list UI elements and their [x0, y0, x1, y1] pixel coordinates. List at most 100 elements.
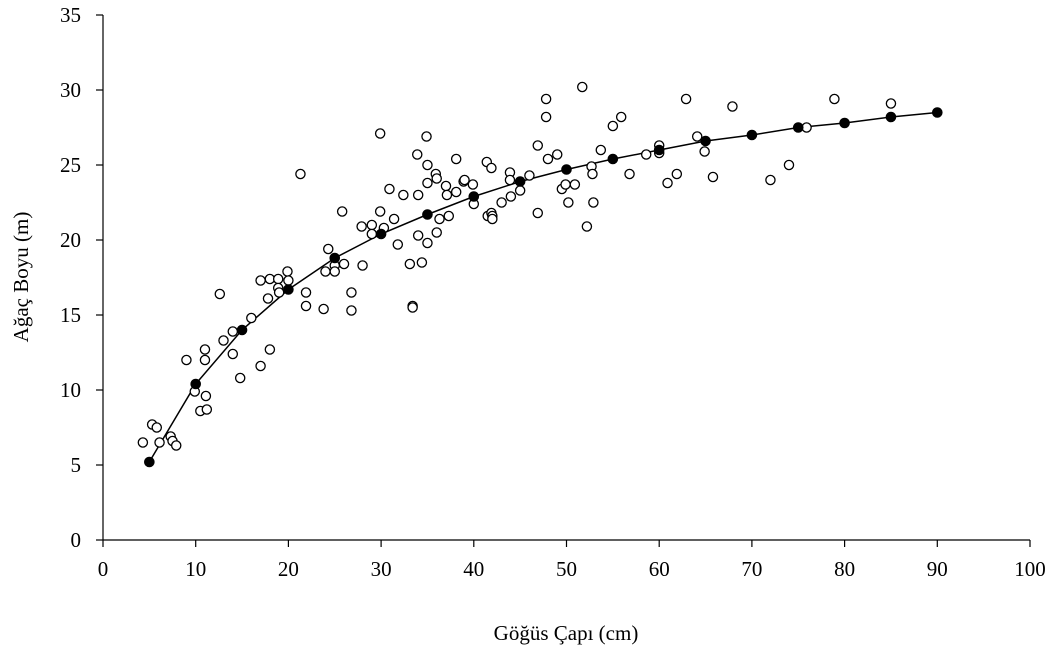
observed-point: [422, 237, 433, 249]
observed-point: [255, 360, 266, 372]
observed-point: [214, 288, 226, 300]
observed-point: [504, 174, 516, 186]
fitted-curve: [148, 111, 938, 463]
y-tick-label: 20: [60, 228, 81, 252]
predicted-point: [932, 107, 943, 118]
observed-point: [496, 197, 507, 208]
observed-points: [137, 81, 897, 451]
observed-point: [680, 93, 692, 105]
observed-point: [422, 159, 433, 171]
observed-point: [384, 183, 395, 195]
predicted-point: [468, 191, 480, 202]
observed-point: [320, 266, 331, 277]
observed-point: [227, 348, 239, 360]
observed-point: [765, 174, 776, 186]
observed-point: [459, 174, 470, 186]
observed-point: [323, 243, 334, 255]
observed-point: [388, 213, 400, 225]
observed-point: [318, 303, 329, 315]
observed-point: [450, 153, 462, 165]
observed-point: [234, 372, 246, 384]
observed-point: [467, 179, 479, 190]
predicted-point: [839, 117, 850, 129]
observed-point: [264, 344, 276, 355]
observed-point: [300, 287, 312, 298]
observed-point: [154, 437, 165, 448]
observed-point: [563, 197, 574, 208]
observed-point: [542, 153, 554, 165]
x-tick-label: 80: [834, 557, 855, 581]
observed-point: [392, 239, 404, 250]
observed-point: [829, 93, 840, 105]
observed-point: [200, 390, 212, 402]
x-tick-label: 30: [371, 557, 392, 581]
predicted-point: [329, 252, 341, 264]
observed-point: [577, 81, 588, 93]
observed-point: [699, 146, 710, 157]
observed-point: [273, 287, 285, 298]
observed-point: [404, 258, 416, 270]
observed-point: [487, 213, 498, 225]
y-tick-label: 15: [60, 303, 81, 327]
observed-point: [366, 219, 378, 231]
observed-point: [412, 189, 424, 201]
observed-point: [434, 213, 445, 225]
predicted-point: [653, 144, 665, 156]
observed-point: [227, 326, 239, 337]
observed-point: [151, 422, 163, 433]
x-tick-label: 50: [556, 557, 577, 581]
observed-point: [581, 221, 593, 232]
observed-point: [440, 180, 452, 192]
y-axis-title: Ağaç Boyu (m): [9, 212, 33, 343]
observed-point: [338, 258, 350, 270]
observed-point: [540, 111, 552, 123]
observed-point: [412, 149, 423, 160]
observed-point: [587, 168, 598, 180]
observed-point: [560, 179, 571, 190]
observed-point: [181, 354, 192, 366]
observed-point: [624, 168, 635, 180]
observed-point: [662, 177, 673, 189]
observed-point: [356, 221, 367, 232]
observed-point: [607, 120, 619, 132]
predicted-point: [792, 122, 804, 133]
x-tick-label: 100: [1014, 557, 1046, 581]
predicted-point: [283, 284, 294, 295]
observed-point: [505, 191, 517, 202]
observed-point: [783, 159, 795, 171]
x-tick-label: 60: [649, 557, 670, 581]
observed-point: [532, 207, 544, 219]
y-tick-label: 30: [60, 78, 81, 102]
observed-point: [137, 437, 149, 448]
observed-point: [412, 230, 424, 241]
observed-point: [246, 312, 257, 324]
observed-point: [540, 93, 552, 105]
observed-point: [416, 257, 428, 268]
predicted-point: [190, 378, 201, 390]
predicted-point: [236, 324, 248, 336]
observed-point: [218, 335, 229, 346]
x-tick-label: 40: [463, 557, 484, 581]
predicted-point: [514, 176, 526, 187]
observed-point: [443, 210, 455, 222]
y-axis-ticks: 0 5 10 15 20 25 30 35: [60, 3, 103, 552]
observed-point: [374, 206, 386, 217]
observed-point: [255, 275, 266, 286]
observed-point: [300, 300, 312, 312]
observed-point: [524, 170, 535, 181]
observed-point: [346, 287, 357, 298]
y-tick-label: 10: [60, 378, 81, 402]
observed-point: [357, 260, 368, 271]
predicted-point: [422, 209, 433, 220]
observed-point: [329, 266, 340, 277]
x-axis-ticks: 0 10 20 30 40 50 60 70 80 90 100: [98, 540, 1046, 581]
y-tick-label: 5: [71, 453, 82, 477]
observed-point: [595, 144, 607, 156]
observed-point: [422, 177, 433, 189]
observed-point: [407, 302, 418, 313]
observed-point: [691, 131, 703, 142]
predicted-points: [144, 107, 943, 468]
observed-point: [272, 273, 284, 285]
predicted-point: [144, 456, 155, 468]
